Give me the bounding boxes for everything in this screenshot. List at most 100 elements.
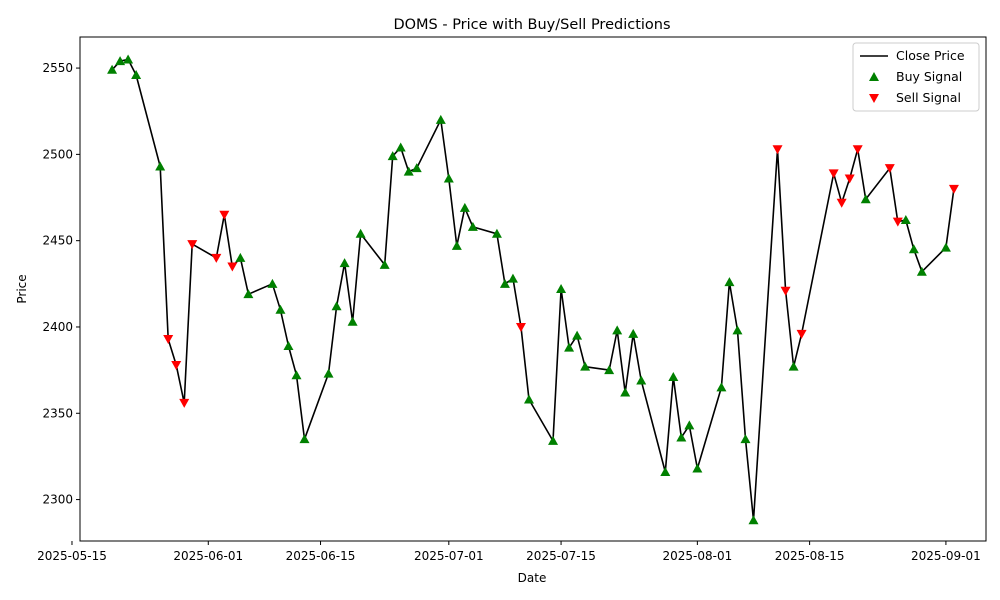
close-price-line	[111, 58, 955, 522]
x-tick-label: 2025-07-15	[526, 549, 596, 563]
buy-signal-point	[331, 301, 342, 311]
sell-signal-point	[948, 184, 959, 194]
x-tick-label: 2025-08-01	[662, 549, 732, 563]
sell-signal-point	[844, 174, 855, 184]
y-tick-label: 2400	[42, 320, 73, 334]
y-axis: 2300 2350 2400 2450 2500 2550	[42, 61, 80, 507]
y-tick-label: 2300	[42, 493, 73, 507]
sell-signal-point	[515, 322, 526, 332]
y-tick-label: 2350	[42, 406, 73, 420]
buy-signal-point	[275, 304, 286, 314]
y-axis-label: Price	[15, 274, 29, 303]
buy-signal-point	[732, 325, 743, 335]
buy-signal-point	[724, 277, 735, 287]
buy-signal-point	[548, 435, 559, 445]
buy-signal-point	[507, 273, 518, 283]
buy-signal-point	[900, 214, 911, 224]
sell-signal-point	[163, 335, 174, 345]
x-tick-label: 2025-08-15	[775, 549, 845, 563]
buy-signal-point	[131, 69, 142, 79]
buy-signal-point	[523, 394, 534, 404]
buy-signal-point	[788, 361, 799, 371]
sell-signal-point	[227, 262, 238, 272]
buy-signal-point	[556, 284, 567, 293]
buy-signal-point	[684, 420, 695, 430]
x-axis: 2025-05-15 2025-06-01 2025-06-15 2025-07-01…	[37, 541, 981, 563]
signal-markers	[107, 54, 959, 525]
buy-signal-point	[107, 64, 118, 74]
buy-signal-point	[860, 194, 871, 204]
buy-signal-point	[908, 244, 919, 254]
buy-signal-point	[748, 515, 759, 525]
buy-signal-point	[243, 289, 254, 299]
sell-signal-point	[780, 286, 791, 296]
buy-signal-point	[435, 114, 446, 124]
sell-signal-point	[772, 145, 783, 155]
legend-buy-triangle-icon	[869, 72, 879, 81]
buy-signal-point	[123, 54, 134, 64]
buy-signal-point	[636, 375, 647, 385]
buy-signal-point	[459, 202, 470, 212]
legend-sell-triangle-icon	[869, 94, 879, 103]
buy-signal-point	[395, 142, 406, 152]
buy-signal-point	[612, 325, 623, 335]
buy-signal-point	[467, 221, 478, 231]
y-tick-label: 2500	[42, 147, 73, 161]
buy-signal-point	[379, 259, 390, 269]
legend-entry-close: Close Price	[896, 48, 965, 63]
sell-signal-point	[211, 253, 222, 263]
buy-signal-point	[323, 368, 334, 378]
buy-signal-point	[628, 328, 639, 338]
sell-signal-point	[884, 164, 895, 174]
buy-signal-point	[411, 163, 422, 173]
buy-signal-point	[916, 266, 927, 276]
buy-signal-point	[491, 228, 502, 238]
buy-signal-point	[443, 173, 454, 183]
buy-signal-point	[668, 372, 679, 382]
buy-signal-point	[355, 228, 366, 238]
legend-entry-buy: Buy Signal	[896, 69, 962, 84]
buy-signal-point	[940, 242, 951, 252]
x-tick-label: 2025-06-01	[173, 549, 243, 563]
y-tick-label: 2550	[42, 61, 73, 75]
buy-signal-point	[572, 330, 583, 340]
buy-signal-point	[403, 166, 414, 176]
buy-signal-point	[339, 258, 350, 268]
buy-signal-point	[740, 434, 751, 444]
sell-signal-point	[171, 360, 182, 370]
plot-frame	[79, 36, 987, 542]
sell-signal-point	[796, 329, 807, 339]
buy-signal-point	[347, 316, 358, 326]
buy-signal-point	[660, 466, 671, 476]
sell-signal-point	[852, 145, 863, 155]
buy-signal-point	[283, 340, 294, 350]
buy-signal-point	[716, 382, 727, 392]
buy-signal-point	[692, 463, 703, 473]
buy-signal-point	[604, 365, 615, 375]
sell-signal-point	[179, 398, 190, 408]
buy-signal-point	[676, 432, 687, 442]
buy-signal-point	[267, 278, 278, 288]
buy-signal-point	[499, 278, 510, 288]
sell-signal-point	[187, 240, 198, 250]
buy-signal-point	[235, 252, 246, 262]
chart-title: DOMS - Price with Buy/Sell Predictions	[393, 17, 670, 33]
sell-signal-point	[892, 217, 903, 227]
buy-signal-point	[620, 387, 631, 397]
sell-signal-point	[828, 169, 839, 179]
legend-box	[852, 42, 980, 112]
sell-signal-point	[836, 198, 847, 208]
x-axis-label: Date	[518, 571, 547, 585]
legend: Close Price Buy Signal Sell Signal	[852, 42, 980, 112]
legend-entry-sell: Sell Signal	[896, 90, 961, 105]
buy-signal-point	[580, 361, 591, 371]
buy-signal-point	[387, 151, 398, 161]
buy-signal-point	[299, 434, 310, 444]
buy-signal-point	[155, 161, 166, 171]
x-tick-label: 2025-06-15	[286, 549, 356, 563]
sell-signal-point	[219, 210, 230, 220]
x-tick-label: 2025-07-01	[414, 549, 484, 563]
buy-signal-point	[451, 240, 462, 250]
x-tick-label: 2025-09-01	[911, 549, 981, 563]
